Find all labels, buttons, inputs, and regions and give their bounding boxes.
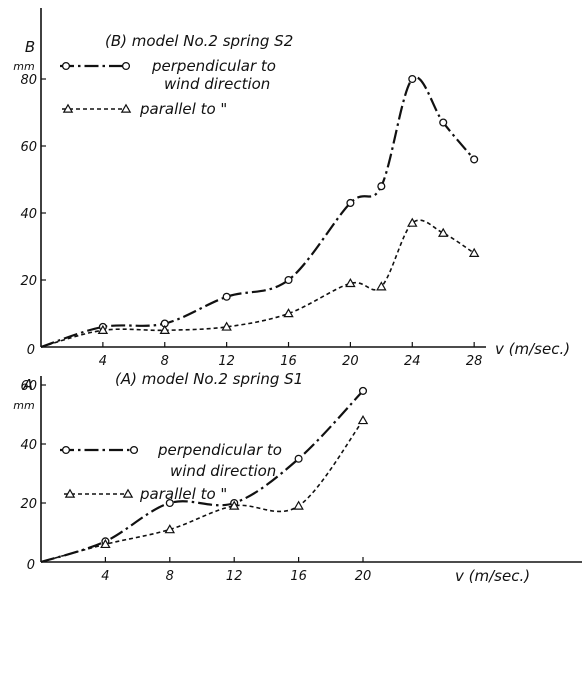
- chart-b-title: (B) model No.2 spring S2: [105, 32, 293, 50]
- chart-a-legend-label: perpendicular to: [157, 441, 282, 459]
- chart-b-series-parallel-point: [345, 277, 356, 288]
- chart-a-series-parallel-point: [100, 538, 111, 549]
- chart-a-x-tick-label: 12: [226, 569, 243, 584]
- chart-b-series-perpendicular-point: [284, 275, 293, 285]
- chart-a-x-tick-label: 20: [355, 569, 372, 584]
- chart-a-series-parallel-point: [293, 500, 304, 510]
- chart-a: 0 20 40 60 4 8 12 16 20 Amm v (m/sec.) (A) model No…: [13, 370, 582, 585]
- chart-a-series-parallel-line: [40, 419, 364, 563]
- chart-a-y-tick-label: 20: [20, 497, 37, 512]
- chart-b-legend-label: wind direction: [164, 75, 270, 93]
- chart-b-y-axis-label: B: [25, 38, 35, 56]
- chart-b-series-perpendicular-line: [40, 76, 476, 349]
- chart-b-legend-marker: [62, 103, 74, 113]
- chart-b-series-perpendicular-point: [222, 292, 231, 301]
- chart-b-legend-marker: [121, 61, 131, 71]
- chart-a-series-parallel-point: [228, 500, 240, 510]
- chart-b-series-perpendicular-point: [408, 74, 417, 84]
- chart-b-series-parallel-point: [159, 324, 170, 334]
- chart-b-x-tick-label: 16: [280, 354, 297, 369]
- chart-a-series-perpendicular-point: [294, 454, 303, 463]
- chart-b-x-tick-label: 24: [404, 354, 421, 369]
- chart-b-legend-marker: [120, 103, 132, 113]
- chart-a-legend-marker: [61, 445, 71, 455]
- chart-b-series-parallel-point: [407, 217, 418, 227]
- chart-b-y-tick-label: 80: [20, 73, 37, 88]
- chart-a-x-axis-label: v (m/sec.): [455, 567, 530, 585]
- chart-b-legend-marker: [61, 61, 71, 71]
- chart-a-y-axis-label: A: [22, 376, 33, 394]
- chart-a-y-tick-label: 60: [20, 379, 37, 394]
- chart-a-y-tick-label: 40: [20, 438, 37, 453]
- chart-b-x-tick-label: 12: [218, 354, 235, 369]
- chart-a-legend-marker: [129, 445, 139, 455]
- chart-a-x-tick-label: 8: [166, 569, 174, 584]
- chart-b-series-parallel-point: [468, 247, 480, 257]
- chart-a-legend-marker: [122, 488, 134, 498]
- chart-a-legend-label: parallel to ": [139, 485, 227, 503]
- chart-b-x-tick-label: 4: [99, 354, 107, 369]
- chart-b-series-parallel-point: [97, 324, 109, 334]
- chart-a-x-tick-label: 16: [290, 569, 307, 584]
- chart-b-series-parallel-point: [283, 308, 294, 318]
- chart-b-series-perpendicular-point: [470, 155, 479, 164]
- chart-b-series-perpendicular-point: [346, 198, 355, 208]
- chart-a-legend-label: wind direction: [170, 462, 276, 480]
- chart-b-series-parallel-point: [437, 227, 449, 237]
- chart-b-series-perpendicular-point: [439, 118, 448, 127]
- chart-a-title: (A) model No.2 spring S1: [115, 370, 303, 388]
- chart-b-legend-label: parallel to ": [139, 100, 227, 118]
- chart-b: 0 20 40 60 80 4 8 12 16 20 24 28 Bmm v (m/sec.) (B) mo…: [13, 8, 570, 369]
- chart-b-x-axis-label: v (m/sec.): [495, 340, 570, 358]
- chart-a-series-parallel-point: [164, 524, 176, 534]
- chart-a-series-perpendicular-line: [40, 390, 364, 564]
- chart-b-x-tick-label: 28: [466, 354, 483, 369]
- chart-b-x-tick-label: 8: [161, 354, 169, 369]
- chart-b-legend-label: perpendicular to: [151, 57, 276, 75]
- chart-b-y-tick-label: 40: [20, 207, 37, 222]
- chart-b-y-axis-unit: mm: [13, 60, 34, 73]
- chart-b-y-tick-label: 20: [20, 274, 37, 289]
- chart-a-y-axis-unit: mm: [13, 399, 34, 412]
- chart-b-origin-label: 0: [27, 343, 35, 358]
- chart-b-series-parallel-line: [40, 219, 475, 348]
- chart-b-series-perpendicular-point: [377, 182, 386, 191]
- chart-a-legend-marker: [64, 488, 76, 498]
- chart-b-x-tick-label: 20: [342, 354, 359, 369]
- chart-a-origin-label: 0: [27, 558, 35, 573]
- chart-b-y-tick-label: 60: [20, 140, 37, 155]
- chart-a-series-parallel-point: [357, 414, 369, 425]
- chart-a-series-perpendicular-point: [358, 386, 368, 395]
- chart-a-series-perpendicular-point: [165, 498, 174, 508]
- chart-a-x-tick-label: 4: [101, 569, 109, 584]
- chart-b-series-parallel-point: [376, 281, 387, 291]
- chart-b-series-parallel-point: [221, 321, 232, 331]
